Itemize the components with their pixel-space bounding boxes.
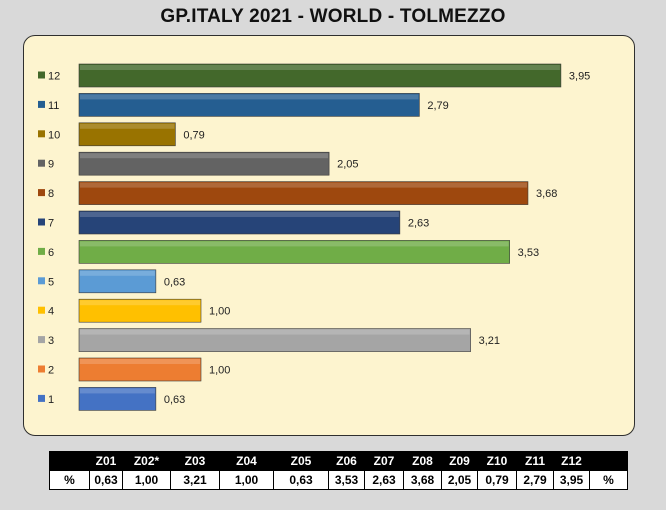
table-header-cell: Z06 <box>328 451 365 471</box>
category-label-11: 11 <box>48 100 59 112</box>
bar-7 <box>78 210 401 235</box>
table-header-cell <box>589 451 628 471</box>
table-header-cell: Z10 <box>477 451 517 471</box>
category-label-5: 5 <box>48 276 54 288</box>
bar-12 <box>78 63 562 88</box>
legend-marker-3 <box>38 336 45 344</box>
legend-marker-5 <box>38 277 45 285</box>
category-label-8: 8 <box>48 188 54 200</box>
value-label-5: 0,63 <box>164 276 185 288</box>
table-header-cell <box>49 451 90 471</box>
bar-highlight-12 <box>80 65 560 70</box>
bar-highlight-1 <box>80 388 155 394</box>
chart-title: GP.ITALY 2021 - WORLD - TOLMEZZO <box>160 6 506 27</box>
category-label-3: 3 <box>48 335 54 347</box>
table-header-cell: Z04 <box>219 451 274 471</box>
value-label-12: 3,95 <box>569 71 590 83</box>
category-label-12: 12 <box>48 71 60 83</box>
table-header-cell: Z02* <box>122 451 171 471</box>
bar-highlight-4 <box>80 300 200 306</box>
table-value-cell: 3,68 <box>403 470 442 490</box>
table-value-cell: 2,05 <box>441 470 478 490</box>
legend-marker-2 <box>38 365 45 373</box>
table-value-cell: 0,63 <box>273 470 329 490</box>
category-label-9: 9 <box>48 159 54 171</box>
legend-marker-10 <box>38 130 45 138</box>
bar-1 <box>78 387 157 411</box>
bar-highlight-3 <box>80 329 470 335</box>
value-label-7: 2,63 <box>408 218 429 230</box>
bar-3 <box>78 328 471 352</box>
table-header-row: Z01 Z02* Z03 Z04 Z05 Z06 Z07 Z08 Z09 Z10 Z11 Z12 <box>49 451 628 471</box>
legend-marker-9 <box>38 159 45 167</box>
table-header-cell: Z07 <box>364 451 404 471</box>
table-value-cell: 2,79 <box>516 470 554 490</box>
zone-values-table: Z01 Z02* Z03 Z04 Z05 Z06 Z07 Z08 Z09 Z10 Z11 Z12 % 0… <box>49 451 628 490</box>
legend-marker-4 <box>38 306 45 314</box>
bar-highlight-8 <box>80 182 527 188</box>
legend-marker-7 <box>38 218 45 226</box>
bar-11 <box>78 93 420 117</box>
bar-highlight-6 <box>80 241 509 247</box>
value-label-4: 1,00 <box>209 306 230 318</box>
legend-marker-11 <box>38 100 45 108</box>
table-header-cell: Z11 <box>516 451 554 471</box>
table-value-cell: % <box>589 470 628 490</box>
legend-marker-1 <box>38 394 45 402</box>
value-label-11: 2,79 <box>427 100 448 112</box>
table-value-cell: 2,63 <box>364 470 404 490</box>
table-value-cell: 0,63 <box>89 470 123 490</box>
table-value-cell: 3,21 <box>170 470 220 490</box>
category-label-7: 7 <box>48 218 54 230</box>
category-label-1: 1 <box>48 394 54 406</box>
table-header-cell: Z09 <box>441 451 478 471</box>
value-label-2: 1,00 <box>209 365 230 377</box>
table-header-cell: Z12 <box>553 451 590 471</box>
value-label-8: 3,68 <box>536 188 557 200</box>
legend-marker-8 <box>38 189 45 197</box>
value-label-10: 0,79 <box>183 129 204 141</box>
category-label-10: 10 <box>48 129 60 141</box>
table-header-cell: Z05 <box>273 451 329 471</box>
table-header-cell: Z01 <box>89 451 123 471</box>
table-value-cell: % <box>49 470 90 490</box>
table-value-cell: 1,00 <box>122 470 171 490</box>
bar-highlight-9 <box>80 153 329 159</box>
bar-highlight-11 <box>80 94 419 100</box>
bar-2 <box>78 357 202 382</box>
table-value-cell: 1,00 <box>219 470 274 490</box>
bar-5 <box>78 269 157 294</box>
category-label-6: 6 <box>48 247 54 259</box>
table-header-cell: Z08 <box>403 451 442 471</box>
table-value-row: % 0,63 1,00 3,21 1,00 0,63 3,53 2,63 3,68 2,05 0,7… <box>49 470 628 490</box>
value-label-3: 3,21 <box>479 335 500 347</box>
bar-highlight-7 <box>80 212 399 217</box>
bar-8 <box>78 181 529 205</box>
table-header-cell: Z03 <box>170 451 220 471</box>
legend-marker-12 <box>38 71 45 79</box>
chart-panel: 1 0,63 2 1,00 3 3,21 4 1,00 5 0,63 6 3,53 7 2,63 8 3,68… <box>23 35 635 436</box>
bar-10 <box>78 122 176 147</box>
value-label-6: 3,53 <box>518 247 539 259</box>
bar-9 <box>78 151 330 176</box>
category-label-2: 2 <box>48 365 54 377</box>
legend-marker-6 <box>38 247 45 255</box>
value-label-9: 2,05 <box>337 159 358 171</box>
value-label-1: 0,63 <box>164 394 185 406</box>
bar-4 <box>78 298 202 323</box>
bar-6 <box>78 240 510 264</box>
bar-highlight-2 <box>80 359 200 364</box>
bar-highlight-10 <box>80 123 175 129</box>
table-value-cell: 0,79 <box>477 470 517 490</box>
table-value-cell: 3,53 <box>328 470 365 490</box>
bar-highlight-5 <box>80 270 155 276</box>
category-label-4: 4 <box>48 306 54 318</box>
table-value-cell: 3,95 <box>553 470 590 490</box>
bar-chart: 1 0,63 2 1,00 3 3,21 4 1,00 5 0,63 6 3,53 7 2,63 8 3,68… <box>38 63 590 411</box>
